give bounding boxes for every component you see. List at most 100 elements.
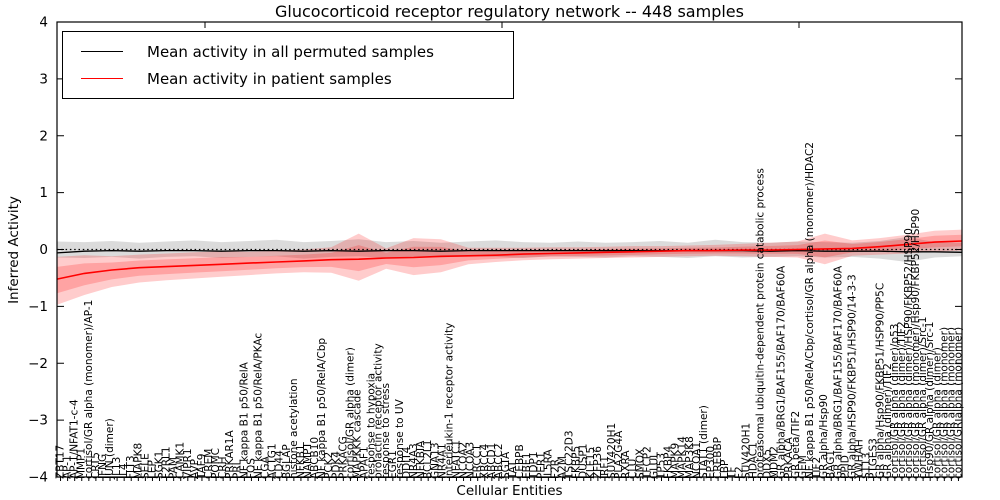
- x-tick-label: GR alpha/Hsp90/FKBP51/HSP90/PP5C: [875, 283, 887, 479]
- x-tick-label: SELE: [139, 453, 151, 479]
- x-tick-label: DUSP1: [578, 444, 590, 479]
- x-tick-label: NCOA1: [691, 442, 703, 479]
- x-tick-label: PRKACG: [337, 436, 349, 479]
- x-tick-label: EGR1: [387, 450, 399, 479]
- x-tick-label: HDAC1: [747, 442, 759, 479]
- x-tick-label: LBP: [719, 460, 731, 479]
- x-tick-label: CGA: [260, 456, 272, 479]
- x-tick-label: GR alpha/BRG1/BAF155/BAF170/BAF60A: [776, 265, 788, 479]
- x-tick-label: PDK4: [330, 451, 342, 479]
- x-tick-label: cortisol/GR alpha (monomer)/Hsp90/FKBP52…: [910, 209, 922, 479]
- y-axis-label: Inferred Activity: [6, 196, 22, 304]
- x-tick-label: ST13: [861, 453, 873, 479]
- x-tick-label: NFATC1: [451, 440, 463, 479]
- x-tick-label: SGTA: [500, 451, 512, 479]
- y-tick-label: −2: [28, 356, 48, 372]
- x-tick-label: EP300: [705, 446, 717, 479]
- x-tick-label: NF kappa B1 p50/RelA: [238, 361, 250, 479]
- x-tick-label: DDIT4: [401, 446, 413, 479]
- x-tick-label: MMP1: [76, 448, 88, 479]
- x-tick-label: SUV420H1: [740, 423, 752, 479]
- x-tick-label: MAPK8: [132, 443, 144, 479]
- x-tick-label: ABCD1: [486, 443, 498, 479]
- x-tick-label: GR alpha (dimer)/TIF2: [882, 363, 894, 479]
- x-tick-label: FKBP5: [571, 446, 583, 479]
- x-tick-label: PER1: [535, 452, 547, 479]
- x-tick-label: CD44: [274, 450, 286, 479]
- x-tick-label: TAT: [507, 460, 519, 480]
- x-tick-label: IL4: [118, 463, 130, 479]
- x-tick-label: CRT5: [90, 452, 102, 479]
- x-tick-label: PRKAR1A: [224, 430, 236, 479]
- x-tick-label: MDM2: [769, 446, 781, 479]
- x-tick-label: cortisol/GR alpha (dimer): [931, 347, 943, 479]
- x-tick-label: NFKBIA: [415, 440, 427, 479]
- x-tick-label: YWHAH: [854, 439, 866, 480]
- y-tick-label: 4: [39, 15, 48, 31]
- x-tick-label: CREBBP: [712, 437, 724, 479]
- x-tick-label: FLT3: [125, 455, 137, 479]
- x-tick-label: PPID: [839, 455, 851, 479]
- x-tick-label: STAT1 (dimer): [698, 405, 710, 479]
- x-tick-label: GR alpha/BRG1/BAF155/BAF170/BAF60A: [832, 265, 844, 479]
- x-tick-label: PRL: [231, 459, 243, 479]
- x-tick-label: cortisol/GR alpha (monomer): [938, 327, 950, 479]
- x-tick-label: F2: [733, 466, 745, 479]
- x-tick-label: MAPK14: [677, 436, 689, 479]
- patient-band: [57, 229, 962, 305]
- x-tick-label: EBF1: [521, 452, 533, 479]
- x-tick-label: ACTG1: [267, 443, 279, 479]
- legend-line-sample-red: [81, 78, 123, 79]
- y-tick-label: 3: [39, 71, 48, 87]
- x-tick-label: BAG1: [825, 450, 837, 479]
- x-tick-label: FOS: [245, 458, 257, 479]
- x-tick-label: TFCP2: [641, 446, 653, 480]
- x-tick-label: CEBPB: [514, 444, 526, 479]
- x-tick-label: XRCC4: [479, 443, 491, 479]
- x-axis-label: Cellular Entities: [456, 483, 563, 499]
- x-tick-label: NF kappa B1 p50/RelA/PKAc: [253, 333, 265, 479]
- plot-border: [56, 21, 963, 478]
- x-tick-label: cortisol/GR alpha (monomer): [945, 327, 957, 479]
- x-tick-label: cortisol/GR alpha (dimer)/p53: [889, 324, 901, 479]
- x-tick-label: RXRA: [620, 450, 632, 479]
- x-tick-label: KLF15: [585, 447, 597, 479]
- x-tick-label: MAP3K8: [684, 436, 696, 479]
- x-tick-label: MAPKKK cascade: [352, 389, 364, 479]
- x-tick-label: CLU: [627, 459, 639, 479]
- legend-line-sample-black: [81, 51, 123, 52]
- x-tick-label: response to hypoxia: [366, 373, 378, 479]
- x-tick-label: NAMPT: [302, 442, 314, 479]
- x-tick-label: interleukin-1 receptor activity: [443, 323, 455, 479]
- x-tick-label: PTGES3: [868, 438, 880, 479]
- x-tick-label: JUN (dimer): [104, 418, 116, 480]
- x-tick-label: PCK2: [323, 452, 335, 479]
- x-tick-label: AP-1/NFAT1-c-4: [69, 399, 81, 479]
- x-tick-label: AVP: [189, 459, 201, 479]
- x-tick-label: MAPK9: [670, 443, 682, 479]
- x-tick-label: FKBP4: [663, 446, 675, 479]
- x-tick-label: cortisol/GR alpha (dimer)/Src-1: [917, 317, 929, 479]
- x-tick-label: IL5RA: [542, 449, 554, 479]
- x-tick-label: AP-1: [62, 455, 74, 479]
- x-tick-label: NR4A3: [408, 443, 420, 479]
- x-tick-label: TP53: [656, 453, 668, 480]
- patient-mean-line: [56, 240, 963, 280]
- legend: Mean activity in all permuted samples Me…: [62, 31, 514, 99]
- legend-label: Mean activity in all permuted samples: [147, 42, 434, 61]
- y-tick-label: −4: [28, 470, 48, 486]
- x-tick-label: cortisol/GR alpha (monomer)/AP-1: [83, 300, 95, 479]
- x-tick-label: cortisol/GR alpha (dimer)/TIF2: [896, 321, 908, 479]
- x-tick-label: GR alpha/HSP90/FKBP51/HSP90/14-3-3: [846, 274, 858, 479]
- x-tick-label: PRKACA: [783, 436, 795, 479]
- x-tick-label: cortisol/GR alpha (monomer): [953, 327, 965, 479]
- x-tick-label: PAM: [168, 457, 180, 479]
- x-tick-label: NF kappa B1 p50/RelA/Cbp/cortisol/GR alp…: [804, 142, 816, 479]
- x-tick-label: GR beta/TIF2: [790, 411, 802, 479]
- legend-item-permuted: Mean activity in all permuted samples: [63, 38, 513, 65]
- x-tick-label: CRH: [217, 456, 229, 479]
- y-tick-label: −1: [28, 299, 48, 315]
- x-tick-label: BGLAP: [281, 444, 293, 479]
